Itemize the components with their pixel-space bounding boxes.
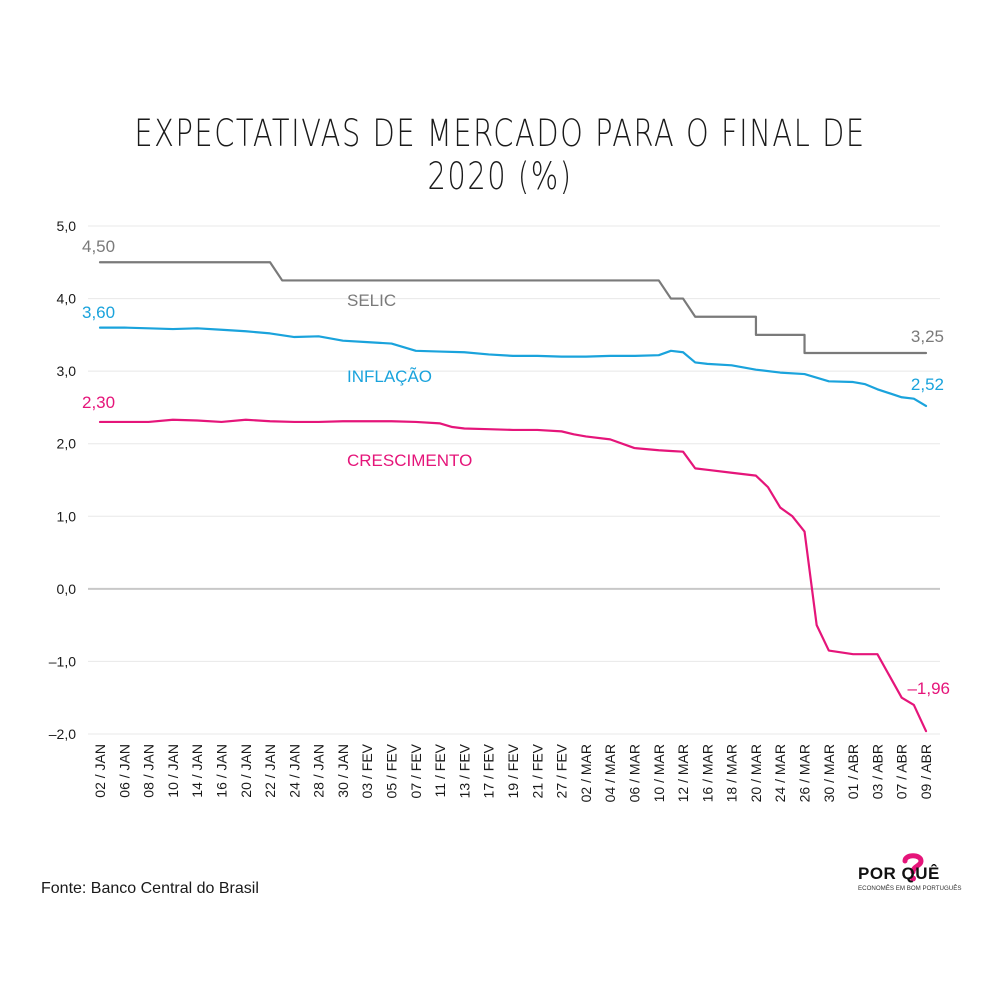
x-tick-label: 18 / MAR <box>724 744 740 802</box>
series-label-crescimento: CRESCIMENTO <box>347 451 472 470</box>
x-tick-label: 03 / ABR <box>869 744 885 799</box>
x-tick-label: 10 / JAN <box>165 744 181 798</box>
x-tick-label: 16 / MAR <box>699 744 715 802</box>
grid <box>88 225 940 735</box>
y-tick-label: 5,0 <box>57 218 77 234</box>
series-labels: SELIC INFLAÇÃO CRESCIMENTO 4,50 3,25 3,60 2,52… <box>82 237 950 698</box>
start-label-selic: 4,50 <box>82 237 115 256</box>
series-line-selic <box>98 261 928 355</box>
x-tick-label: 19 / FEV <box>505 743 521 798</box>
x-tick-label: 20 / MAR <box>748 744 764 802</box>
x-tick-label: 30 / MAR <box>821 744 837 802</box>
x-tick-label: 21 / FEV <box>529 743 545 798</box>
series-label-selic: SELIC <box>347 291 396 310</box>
series-line-crescimento <box>98 418 928 733</box>
x-tick-label: 01 / ABR <box>845 744 861 799</box>
y-tick-label: 2,0 <box>57 436 77 452</box>
x-tick-label: 27 / FEV <box>554 743 570 798</box>
line-chart: 5,0 4,0 3,0 2,0 1,0 0,0 –1,0 –2,0 02 / JAN 06 / … <box>49 218 950 802</box>
chart-title: EXPECTATIVAS DE MERCADO PARA O FINAL DE … <box>134 112 866 198</box>
question-mark-icon <box>902 853 924 882</box>
x-tick-label: 22 / JAN <box>262 744 278 798</box>
y-tick-label: 3,0 <box>57 363 77 379</box>
x-tick-label: 24 / MAR <box>772 744 788 802</box>
x-tick-label: 30 / JAN <box>335 744 351 798</box>
logo-tagline: ECONOMÊS EM BOM PORTUGUÊS <box>858 885 962 892</box>
x-tick-label: 26 / MAR <box>797 744 813 802</box>
start-label-inflacao: 3,60 <box>82 303 115 322</box>
x-tick-label: 13 / FEV <box>456 743 472 798</box>
x-tick-label: 07 / ABR <box>894 744 910 799</box>
x-axis-ticks: 02 / JAN 06 / JAN 08 / JAN 10 / JAN 14 / JAN… <box>92 743 934 802</box>
x-tick-label: 20 / JAN <box>238 744 254 798</box>
source-note: Fonte: Banco Central do Brasil <box>41 880 259 897</box>
x-tick-label: 02 / JAN <box>92 744 108 798</box>
series-label-inflacao: INFLAÇÃO <box>347 367 432 386</box>
x-tick-label: 28 / JAN <box>311 744 327 798</box>
y-tick-label: 0,0 <box>57 581 77 597</box>
x-tick-label: 09 / ABR <box>918 744 934 799</box>
x-tick-label: 07 / FEV <box>408 743 424 798</box>
logo: POR QUÊ ECONOMÊS EM BOM PORTUGUÊS <box>858 852 968 902</box>
y-axis-ticks: 5,0 4,0 3,0 2,0 1,0 0,0 –1,0 –2,0 <box>49 218 76 742</box>
x-tick-label: 12 / MAR <box>675 744 691 802</box>
start-label-crescimento: 2,30 <box>82 393 115 412</box>
y-tick-label: –2,0 <box>49 726 76 742</box>
x-tick-label: 24 / JAN <box>286 744 302 798</box>
y-tick-label: 4,0 <box>57 291 77 307</box>
x-tick-label: 06 / MAR <box>626 744 642 802</box>
x-tick-label: 03 / FEV <box>359 743 375 798</box>
x-tick-label: 14 / JAN <box>189 744 205 798</box>
x-tick-label: 16 / JAN <box>213 744 229 798</box>
x-tick-label: 17 / FEV <box>481 743 497 798</box>
series-line-inflacao <box>98 326 928 408</box>
series-lines <box>98 261 928 733</box>
logo-text: POR QUÊ <box>858 864 940 883</box>
end-label-crescimento: –1,96 <box>907 679 950 698</box>
x-tick-label: 11 / FEV <box>432 743 448 797</box>
y-tick-label: –1,0 <box>49 653 76 669</box>
x-tick-label: 10 / MAR <box>651 744 667 802</box>
x-tick-label: 06 / JAN <box>116 744 132 798</box>
x-tick-label: 05 / FEV <box>384 743 400 798</box>
y-tick-label: 1,0 <box>57 508 77 524</box>
end-label-inflacao: 2,52 <box>911 375 944 394</box>
x-tick-label: 04 / MAR <box>602 744 618 802</box>
end-label-selic: 3,25 <box>911 327 944 346</box>
x-tick-label: 02 / MAR <box>578 744 594 802</box>
x-tick-label: 08 / JAN <box>141 744 157 798</box>
